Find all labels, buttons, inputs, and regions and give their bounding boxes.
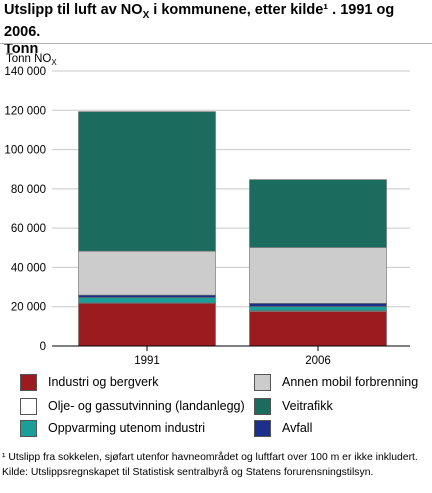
y-axis-label: Tonn NOX — [6, 53, 57, 67]
bar-segment-oppvarming-1991 — [78, 297, 216, 304]
bar-segment-oppvarming-2006 — [249, 306, 387, 311]
y-tick-label: 140 000 — [4, 66, 46, 78]
y-tick-label: 100 000 — [4, 145, 46, 157]
bar-segment-annen-2006 — [249, 247, 387, 304]
title-unit: Tonn — [4, 40, 39, 57]
bar-segment-veitrafikk-1991 — [78, 111, 216, 252]
legend-label-oppvarming: Oppvarming utenom industri — [48, 421, 206, 435]
legend-label-avfall: Avfall — [282, 421, 313, 435]
legend-label-annen: Annen mobil forbrenning — [282, 375, 419, 389]
y-tick-label: 60 000 — [11, 223, 46, 235]
bar-segment-annen-1991 — [78, 250, 216, 296]
y-tick-label: 0 — [40, 341, 46, 353]
bar-segment-veitrafikk-2006 — [249, 179, 387, 248]
title-subscript: X — [142, 9, 150, 21]
legend-swatch-oppvarming — [20, 420, 37, 437]
chart-title: Utslipp til luft av NOX i kommunene, ett… — [4, 2, 428, 58]
legend-swatch-avfall — [254, 420, 271, 437]
legend-label-industri: Industri og bergverk — [48, 375, 159, 389]
bar-segment-avfall-2006 — [249, 303, 387, 307]
footnote-exclusions: ¹ Utslipp fra sokkelen, sjøfart utenfor … — [2, 452, 418, 463]
bar-segment-industri-1991 — [78, 303, 216, 347]
legend-label-veitrafikk: Veitrafikk — [282, 399, 333, 413]
footnote-source: Kilde: Utslippsregnskapet til Statistisk… — [2, 467, 374, 478]
y-tick-label: 120 000 — [4, 105, 46, 117]
x-tick-label: 1991 — [134, 355, 160, 367]
legend-swatch-veitrafikk — [254, 398, 271, 415]
legend-swatch-olje — [20, 398, 37, 415]
y-tick-label: 20 000 — [11, 302, 46, 314]
legend-swatch-industri — [20, 374, 37, 391]
title-text-continued: i kommunene, etter kilde¹ . 1991 og 2006… — [4, 2, 395, 40]
legend-swatch-annen — [254, 374, 271, 391]
x-tick-label: 2006 — [305, 355, 331, 367]
bar-segment-avfall-1991 — [78, 294, 216, 298]
bar-segment-industri-2006 — [249, 311, 387, 347]
title-divider — [0, 43, 432, 44]
y-tick-label: 40 000 — [11, 262, 46, 274]
legend-label-olje: Olje- og gassutvinning (landanlegg) — [48, 399, 245, 413]
y-tick-label: 80 000 — [11, 184, 46, 196]
title-text: Utslipp til luft av NO — [4, 2, 143, 18]
